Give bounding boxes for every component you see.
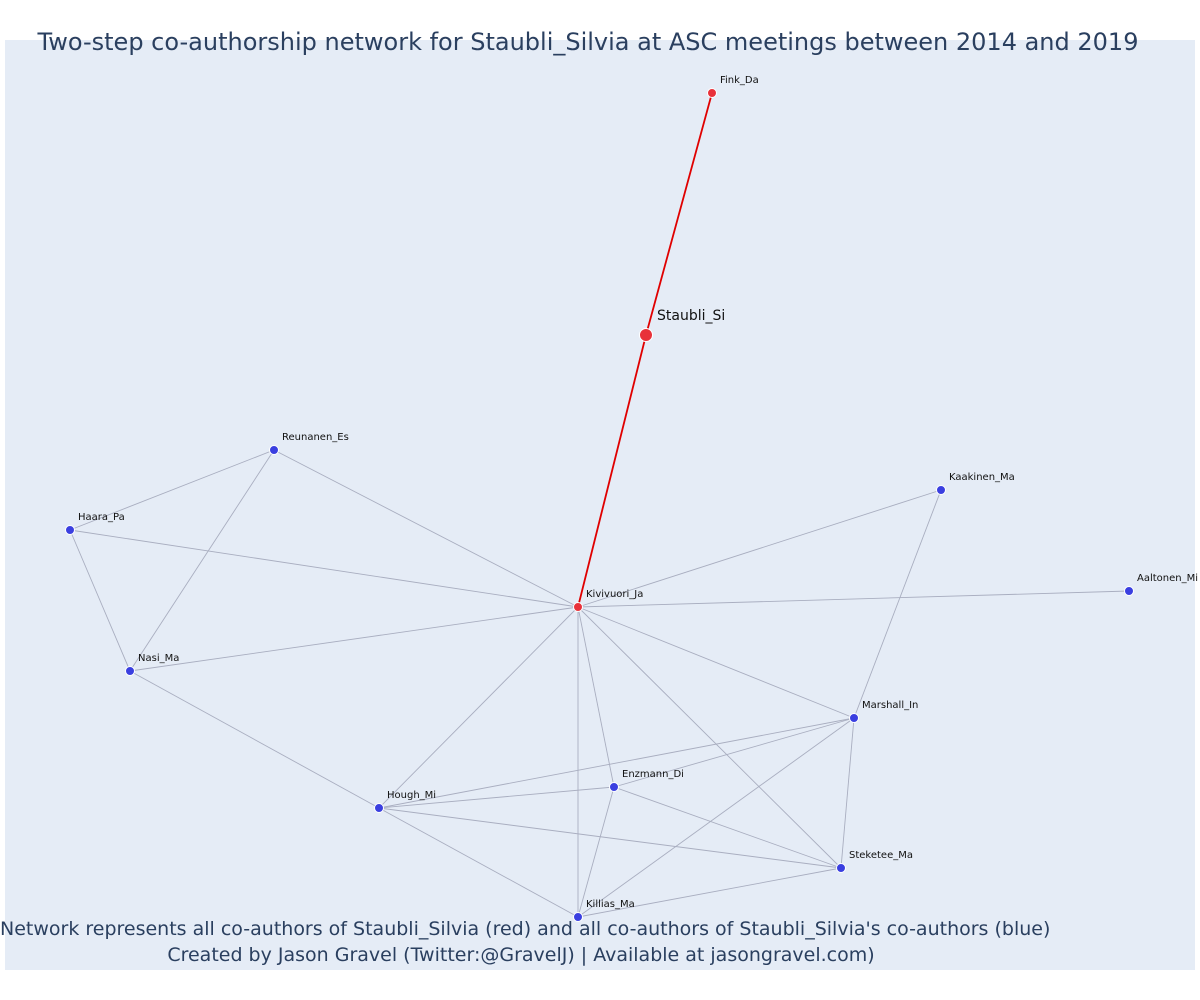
node-Nasi_Ma[interactable] (125, 666, 135, 676)
chart-title: Two-step co-authorship network for Staub… (37, 28, 1139, 56)
node-Marshall_In[interactable] (849, 713, 859, 723)
node-Haara_Pa[interactable] (65, 525, 75, 535)
edge-Enzmann_Di-Killias_Ma (577, 786, 615, 918)
node-label-Staubli_Si: Staubli_Si (657, 308, 725, 324)
edge-Reunanen_Es-Nasi_Ma (129, 449, 275, 672)
edge-Reunanen_Es-Kivivuori_Ja (273, 449, 579, 608)
node-label-Killias_Ma: Killias_Ma (586, 899, 635, 910)
node-Killias_Ma[interactable] (573, 912, 583, 922)
edge-Nasi_Ma-Kivivuori_Ja (129, 606, 579, 672)
edge-Kivivuori_Ja-Steketee_Ma (577, 606, 842, 869)
node-Kaakinen_Ma[interactable] (936, 485, 946, 495)
node-label-Nasi_Ma: Nasi_Ma (138, 653, 179, 664)
node-Reunanen_Es[interactable] (269, 445, 279, 455)
edge-Haara_Pa-Kivivuori_Ja (69, 529, 579, 608)
node-Hough_Mi[interactable] (374, 803, 384, 813)
edge-Killias_Ma-Steketee_Ma (577, 867, 842, 918)
edge-Hough_Mi-Steketee_Ma (378, 807, 842, 869)
nodes-layer (65, 88, 1134, 922)
edge-Marshall_In-Killias_Ma (577, 717, 855, 918)
edge-Hough_Mi-Killias_Ma (378, 807, 579, 918)
node-Enzmann_Di[interactable] (609, 782, 619, 792)
edges-layer (69, 92, 1130, 918)
edge-Aaltonen_Mi-Kivivuori_Ja (577, 590, 1130, 608)
edge-Kaakinen_Ma-Marshall_In (853, 489, 942, 719)
node-label-Hough_Mi: Hough_Mi (387, 790, 436, 801)
node-label-Kivivuori_Ja: Kivivuori_Ja (586, 589, 643, 600)
plot-background (5, 40, 1195, 970)
edge-Enzmann_Di-Steketee_Ma (613, 786, 842, 869)
node-label-Marshall_In: Marshall_In (862, 700, 918, 711)
node-Staubli_Si[interactable] (639, 328, 653, 342)
node-label-Enzmann_Di: Enzmann_Di (622, 769, 684, 780)
edge-Fink_Da-Staubli_Si (645, 92, 713, 336)
labels-layer: Staubli_Si Fink_Da Kivivuori_Ja Reunanen_Es… (78, 75, 1198, 910)
edge-Kivivuori_Ja-Hough_Mi (378, 606, 579, 809)
node-label-Haara_Pa: Haara_Pa (78, 512, 125, 523)
edge-Marshall_In-Enzmann_Di (613, 717, 855, 788)
edge-Marshall_In-Hough_Mi (378, 717, 855, 809)
node-Aaltonen_Mi[interactable] (1124, 586, 1134, 596)
node-label-Aaltonen_Mi: Aaltonen_Mi (1137, 573, 1198, 584)
node-Steketee_Ma[interactable] (836, 863, 846, 873)
edge-Nasi_Ma-Hough_Mi (129, 670, 380, 809)
caption-line-2: Created by Jason Gravel (Twitter:@Gravel… (167, 944, 875, 966)
edge-Kivivuori_Ja-Enzmann_Di (577, 606, 615, 788)
node-Fink_Da[interactable] (707, 88, 717, 98)
node-Kivivuori_Ja[interactable] (573, 602, 583, 612)
caption-line-1: Network represents all co-authors of Sta… (0, 918, 1051, 940)
edge-Marshall_In-Steketee_Ma (840, 717, 855, 869)
edge-Haara_Pa-Nasi_Ma (69, 529, 131, 672)
node-label-Reunanen_Es: Reunanen_Es (282, 432, 349, 443)
node-label-Kaakinen_Ma: Kaakinen_Ma (949, 472, 1015, 483)
edge-Staubli_Si-Kivivuori_Ja (577, 334, 647, 608)
edge-Kaakinen_Ma-Kivivuori_Ja (577, 489, 942, 608)
node-label-Steketee_Ma: Steketee_Ma (849, 850, 913, 861)
edge-Reunanen_Es-Haara_Pa (69, 449, 275, 531)
edge-Hough_Mi-Enzmann_Di (378, 786, 615, 809)
node-label-Fink_Da: Fink_Da (720, 75, 759, 86)
edge-Kivivuori_Ja-Marshall_In (577, 606, 855, 719)
